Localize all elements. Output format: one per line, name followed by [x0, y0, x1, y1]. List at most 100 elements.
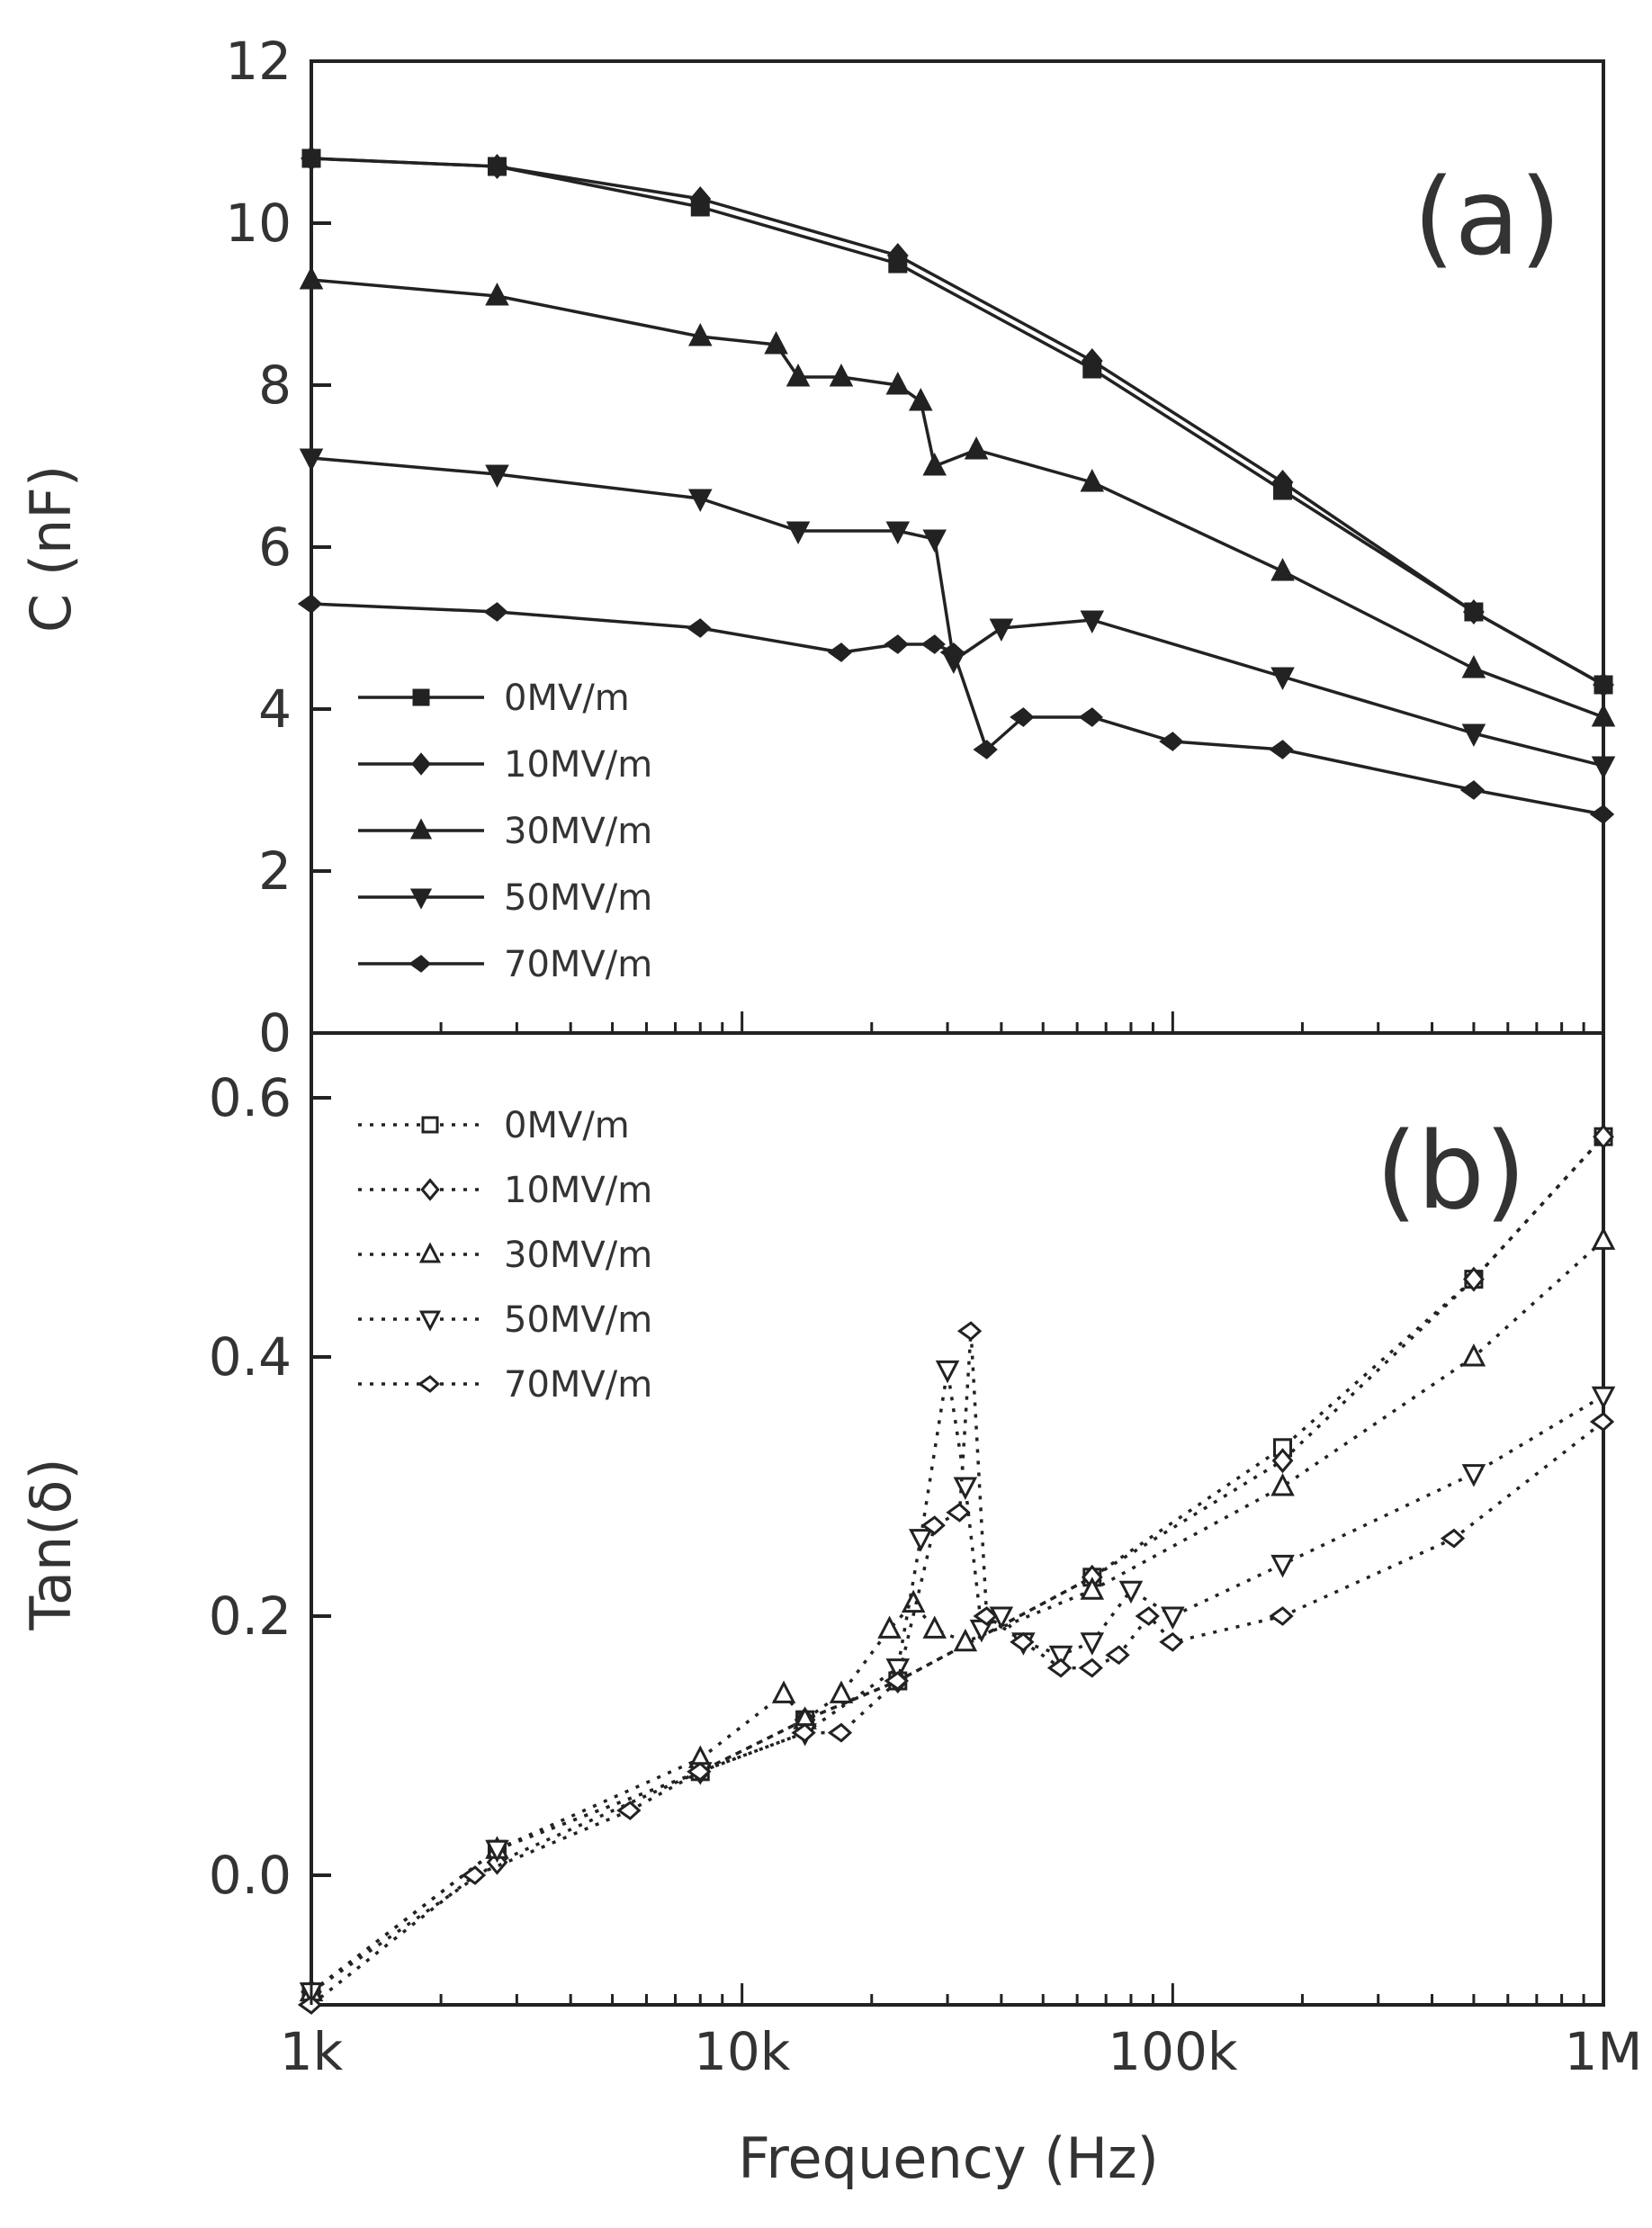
- panel-a-label: (a): [1414, 155, 1561, 279]
- panel-b-series-2-point: [922, 1615, 947, 1639]
- panel-b-series-4-point: [1046, 1658, 1073, 1678]
- panel-a-series-1-point: [1593, 671, 1614, 698]
- panel-b-y-tick-label: 0.2: [209, 1586, 292, 1647]
- panel-a-legend: 0MV/m 10MV/m 30MV/m 50MV/m 70MV/m: [358, 678, 652, 985]
- panel-a-series-2-point: [764, 331, 788, 355]
- panel-b-series-4-point: [1269, 1606, 1294, 1626]
- panel-a-series-3-point: [1270, 667, 1295, 690]
- panel-a-series-3-point: [485, 464, 509, 488]
- panel-b-y-tick-label: 0.0: [209, 1845, 292, 1906]
- panel-a-series-4-point: [1078, 707, 1103, 727]
- panel-b-series-2-line: [310, 1239, 1605, 1993]
- panel-b-legend: 0MV/m 10MV/m 30MV/m 50MV/m 70MV/m: [358, 1105, 652, 1406]
- panel-b-series-1-point: [1593, 1124, 1614, 1150]
- panel-a-legend-marker: [409, 955, 432, 973]
- panel-b-legend-label: 0MV/m: [504, 1105, 630, 1146]
- panel-a-series-2-point: [1270, 558, 1295, 581]
- panel-a-series-2-point: [829, 364, 854, 387]
- panel-b-series-4-point: [1159, 1631, 1184, 1652]
- panel-b-series-4-point: [1589, 1412, 1615, 1432]
- panel-b-y-tick-label: 0.6: [209, 1067, 292, 1128]
- panel-a-series-3-point: [885, 521, 911, 544]
- panel-a-series-2-point: [786, 364, 811, 387]
- panel-a-series-4-point: [1159, 732, 1184, 751]
- panel-a-series-1-point: [1081, 347, 1103, 374]
- panel-a-series-3-line: [310, 456, 1604, 768]
- panel-a: 0 2 4 6 8 10 12 (a) C (nF) 0MV/m 10MV/m 30MV/m 50…: [18, 31, 1616, 1064]
- panel-b-legend-marker: [420, 1178, 440, 1201]
- panel-a-legend-marker: [409, 818, 433, 840]
- panel-a-series-2-point: [485, 283, 509, 306]
- panel-b-series-2-point: [771, 1680, 796, 1703]
- panel-b-series-2-point: [877, 1615, 902, 1639]
- panel-b-series-3-point: [953, 1477, 978, 1500]
- panel-b-ticks: 0.0 0.2 0.4 0.6 1k 10k 100k 1M: [209, 1067, 1643, 2082]
- panel-a-series-3-point: [1461, 723, 1486, 747]
- panel-b-legend-marker: [421, 1116, 439, 1134]
- panel-a-series-1-point: [486, 153, 508, 180]
- panel-b-series-3-point: [1270, 1554, 1295, 1578]
- panel-b-series-4-line: [310, 1329, 1605, 2007]
- panel-a-series-4-point: [687, 618, 712, 638]
- x-tick-label: 1M: [1565, 2021, 1643, 2082]
- panel-b-series-4-point: [461, 1865, 487, 1885]
- panel-a-series-2-point: [964, 436, 989, 460]
- panel-b-series-4-point: [973, 1606, 998, 1626]
- panel-a-series-2-point: [299, 266, 324, 290]
- panel-a-series-2-line: [310, 278, 1604, 719]
- panel-a-legend-label: 30MV/m: [504, 811, 652, 852]
- panel-a-series: [297, 145, 1616, 824]
- panel-b-series-4-point: [687, 1761, 712, 1782]
- panel-a-ticks: 0 2 4 6 8 10 12: [225, 31, 1605, 1064]
- panel-a-series-3-point: [299, 448, 324, 472]
- panel-b-legend-label: 70MV/m: [504, 1364, 652, 1406]
- panel-a-series-1-point: [689, 185, 712, 212]
- panel-b-series-2-point: [1591, 1226, 1616, 1250]
- panel-b-series-3-point: [909, 1529, 933, 1552]
- panel-b-series-3-point: [1048, 1645, 1073, 1669]
- panel-a-series-4-point: [1459, 780, 1486, 800]
- panel-b-series-2-point: [1080, 1577, 1105, 1600]
- panel-b-series-1-point: [1271, 1448, 1294, 1474]
- panel-a-series-4-point: [973, 740, 998, 759]
- panel-b-series-4-point: [884, 1671, 909, 1691]
- panel-a-series-2-point: [1461, 655, 1486, 678]
- panel-a-series-1-point: [301, 145, 322, 172]
- panel-b-legend-label: 10MV/m: [504, 1170, 652, 1211]
- x-tick-label: 10k: [694, 2021, 791, 2082]
- panel-b-y-axis-title: Tan(δ): [18, 1458, 84, 1631]
- panel-b-series-3-point: [885, 1658, 911, 1682]
- panel-a-y-tick-label: 4: [258, 678, 292, 740]
- panel-a-y-tick-label: 8: [258, 355, 292, 416]
- panel-b-series-4-point: [827, 1722, 853, 1743]
- panel-b-y-tick-label: 0.4: [209, 1326, 292, 1388]
- panel-a-series-3-point: [922, 529, 947, 553]
- panel-a-series-4-point: [483, 602, 508, 622]
- panel-a-y-tick-label: 2: [258, 840, 292, 902]
- panel-a-series-4-point: [920, 634, 946, 654]
- panel-a-series-1-point: [1271, 469, 1294, 496]
- x-tick-label: 100k: [1108, 2021, 1238, 2082]
- panel-b-series-4-point: [1105, 1645, 1130, 1666]
- panel-b-legend-marker: [418, 1242, 442, 1263]
- panel-b-series-2-point: [829, 1680, 854, 1703]
- panel-b-series-3-point: [1461, 1464, 1486, 1487]
- panel-b-series-4-point: [791, 1722, 816, 1743]
- panel-b: 0.0 0.2 0.4 0.6 1k 10k 100k 1M (b) Tan(δ) Frequ…: [18, 1031, 1643, 2191]
- panel-a-y-tick-label: 0: [258, 1002, 292, 1064]
- panel-a-series-4-line: [310, 602, 1604, 816]
- panel-a-series-1-point: [1463, 598, 1485, 625]
- panel-b-series-3-point: [989, 1606, 1014, 1630]
- panel-a-series-3-point: [688, 489, 713, 512]
- panel-a-series-2-point: [688, 323, 713, 346]
- panel-b-series-3-point: [1118, 1580, 1144, 1604]
- panel-a-series-4-point: [297, 594, 323, 614]
- panel-b-series-4-point: [616, 1801, 642, 1820]
- panel-a-legend-marker: [411, 752, 431, 776]
- panel-a-series-3-point: [1080, 610, 1105, 633]
- panel-b-legend-marker: [417, 1375, 441, 1393]
- panel-a-series-2-point: [1080, 469, 1105, 492]
- panel-a-legend-label: 10MV/m: [504, 744, 652, 786]
- panel-b-series-3-point: [935, 1360, 960, 1384]
